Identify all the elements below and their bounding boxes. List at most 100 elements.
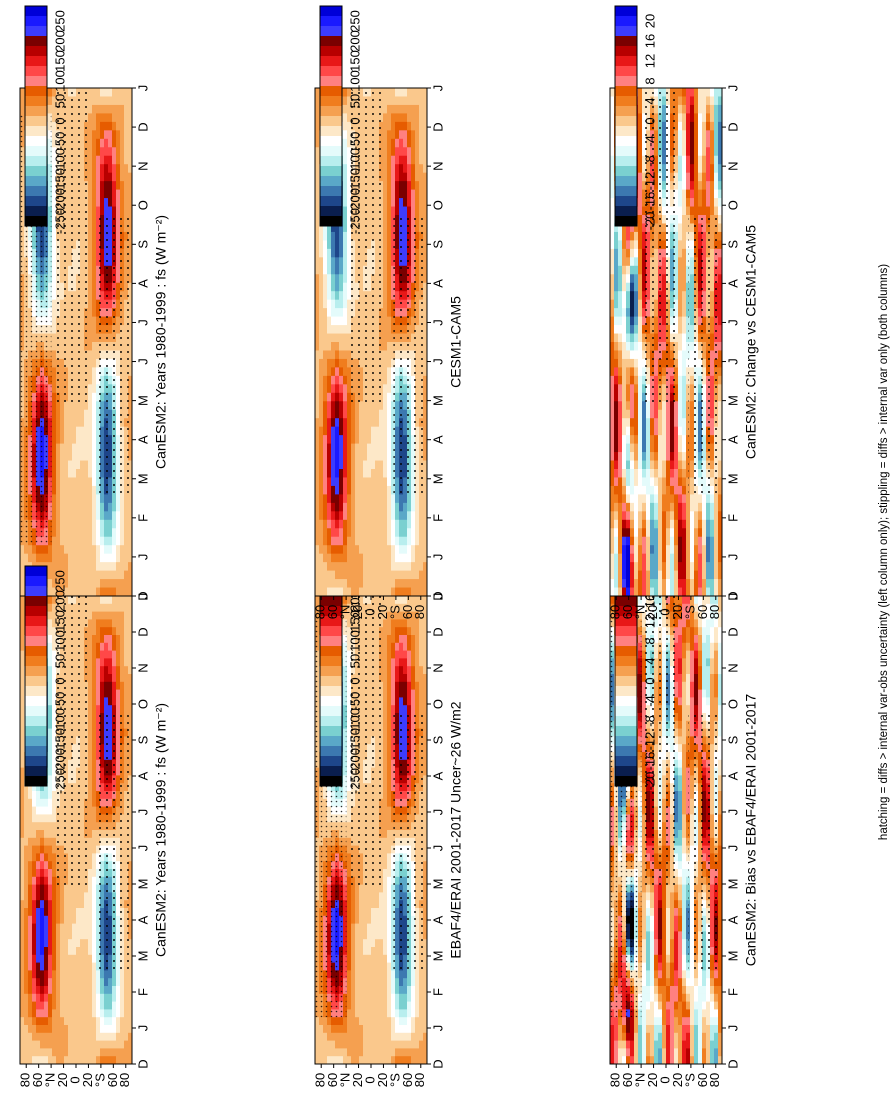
- heatmap-cell: [68, 511, 73, 521]
- heatmap-cell: [383, 837, 388, 847]
- heatmap-cell: [84, 460, 89, 470]
- heatmap-cell: [92, 367, 97, 377]
- heatmap-cell: [100, 147, 105, 157]
- heatmap-cell: [20, 869, 25, 878]
- heatmap-cell: [64, 1017, 69, 1026]
- heatmap-cell: [96, 1048, 101, 1057]
- heatmap-cell: [315, 1032, 320, 1042]
- heatmap-cell: [28, 830, 33, 839]
- heatmap-cell: [40, 900, 45, 909]
- heatmap-cell: [375, 939, 380, 948]
- heatmap-cell: [88, 705, 93, 714]
- heatmap-cell: [88, 435, 93, 445]
- heatmap-cell: [76, 954, 81, 964]
- heatmap-cell: [391, 775, 396, 784]
- heatmap-cell: [88, 767, 93, 776]
- heatmap-cell: [44, 954, 49, 964]
- heatmap-cell: [399, 1001, 404, 1010]
- heatmap-cell: [64, 915, 69, 925]
- heatmap-cell: [355, 1056, 360, 1064]
- heatmap-cell: [128, 650, 132, 659]
- heatmap-cell: [44, 993, 49, 1003]
- heatmap-cell: [403, 1032, 408, 1042]
- heatmap-cell: [44, 1032, 49, 1042]
- heatmap-cell: [104, 121, 109, 131]
- heatmap-cell: [120, 650, 125, 659]
- heatmap-cell: [371, 978, 376, 987]
- heatmap-cell: [40, 845, 45, 854]
- heatmap-cell: [391, 603, 396, 613]
- heatmap-cell: [68, 954, 73, 964]
- heatmap-cell: [20, 1017, 25, 1026]
- month-tick-label: O: [135, 200, 150, 210]
- heatmap-cell: [32, 962, 37, 971]
- heatmap-cell: [363, 1025, 368, 1034]
- heatmap-cell: [96, 884, 101, 893]
- heatmap-cell: [80, 1056, 85, 1064]
- heatmap-cell: [403, 993, 408, 1003]
- heatmap-cell: [112, 1009, 117, 1018]
- heatmap-cell: [32, 791, 37, 800]
- heatmap-cell: [72, 923, 77, 932]
- heatmap-cell: [128, 619, 132, 628]
- heatmap-cell: [124, 172, 129, 182]
- heatmap-cell: [32, 1025, 37, 1034]
- heatmap-cell: [112, 519, 117, 529]
- heatmap-cell: [367, 900, 372, 909]
- heatmap-cell: [108, 579, 113, 589]
- heatmap-cell: [120, 658, 125, 667]
- heatmap-cell: [120, 164, 125, 174]
- heatmap-cell: [60, 1025, 65, 1034]
- heatmap-cell: [355, 1032, 360, 1042]
- heatmap-cell: [32, 993, 37, 1003]
- heatmap-cell: [52, 962, 57, 971]
- heatmap-cell: [48, 939, 53, 948]
- heatmap-cell: [399, 1025, 404, 1034]
- heatmap-cell: [48, 798, 53, 808]
- heatmap-cell: [64, 993, 69, 1003]
- heatmap-cell: [48, 775, 53, 784]
- heatmap-cell: [92, 240, 97, 250]
- heatmap-cell: [60, 426, 65, 436]
- heatmap-cell: [120, 172, 125, 182]
- heatmap-cell: [375, 1048, 380, 1057]
- heatmap-cell: [411, 603, 416, 613]
- heatmap-cell: [92, 697, 97, 706]
- heatmap-cell: [56, 986, 61, 995]
- heatmap-cell: [120, 511, 125, 521]
- heatmap-cell: [100, 619, 105, 628]
- heatmap-cell: [112, 88, 117, 98]
- heatmap-cell: [116, 642, 121, 652]
- heatmap-cell: [120, 705, 125, 714]
- heatmap-cell: [375, 900, 380, 909]
- heatmap-cell: [92, 923, 97, 932]
- heatmap-cell: [343, 1017, 348, 1026]
- heatmap-cell: [92, 164, 97, 174]
- heatmap-cell: [24, 1001, 29, 1010]
- colorbar-label: 50: [52, 94, 67, 108]
- heatmap-cell: [92, 1001, 97, 1010]
- heatmap-cell: [76, 962, 81, 971]
- heatmap-cell: [40, 1001, 45, 1010]
- heatmap-cell: [84, 947, 89, 956]
- heatmap-cell: [371, 970, 376, 979]
- heatmap-cell: [52, 528, 57, 538]
- heatmap-cell: [48, 1017, 53, 1026]
- lat-tick-label: °N: [43, 1073, 58, 1088]
- heatmap-cell: [88, 240, 93, 250]
- heatmap-cell: [104, 970, 109, 979]
- heatmap-cell: [44, 814, 49, 823]
- heatmap-cell: [124, 681, 129, 691]
- heatmap-cell: [84, 502, 89, 512]
- colorbar-segment: [25, 616, 47, 627]
- heatmap-cell: [92, 791, 97, 800]
- heatmap-cell: [56, 443, 61, 453]
- heatmap-cell: [80, 452, 85, 462]
- heatmap-cell: [80, 528, 85, 538]
- heatmap-cell: [72, 435, 77, 445]
- heatmap-cell: [331, 1017, 336, 1026]
- heatmap-cell: [383, 915, 388, 925]
- heatmap-cell: [108, 528, 113, 538]
- heatmap-cell: [20, 553, 25, 563]
- heatmap-cell: [391, 713, 396, 722]
